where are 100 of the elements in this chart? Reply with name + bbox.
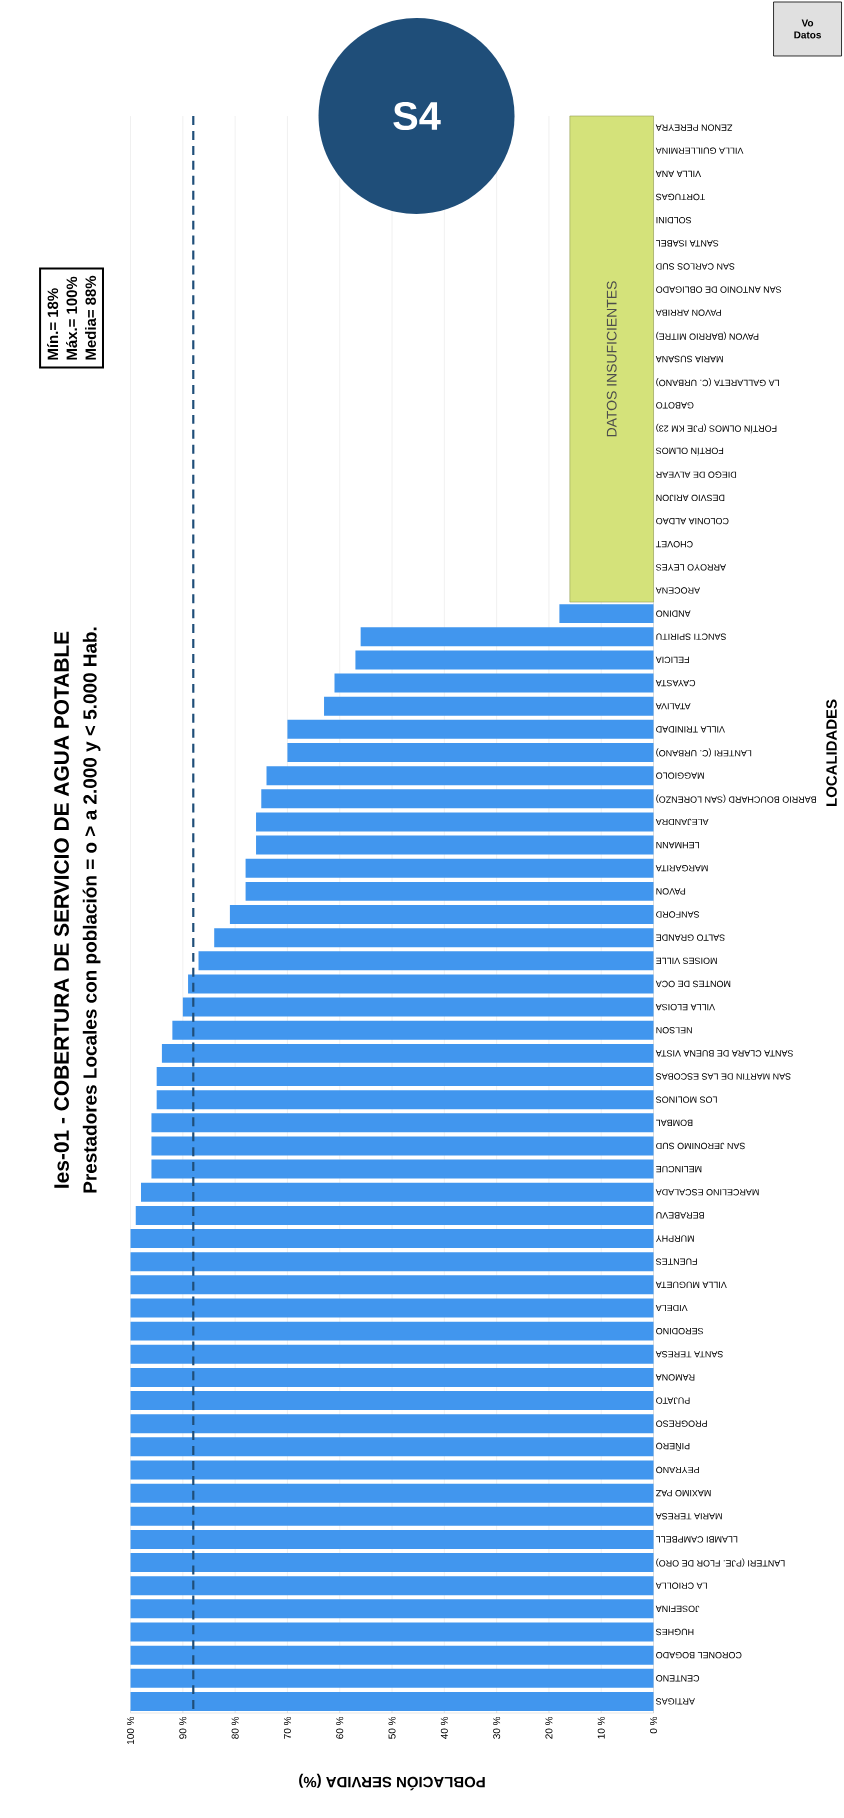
- bar: [334, 673, 654, 693]
- bar: [183, 997, 654, 1017]
- bar: [266, 766, 654, 786]
- y-tick-label: VILLA ELOISA: [655, 1003, 716, 1011]
- bar: [135, 1205, 654, 1225]
- bar: [188, 974, 654, 994]
- bar: [559, 604, 654, 624]
- bar: [261, 789, 654, 809]
- y-tick-label: JOSEFINA: [655, 1605, 700, 1613]
- y-tick-label: VIDELA: [655, 1304, 688, 1312]
- y-tick-label: SANTA ISABEL: [656, 240, 719, 247]
- y-tick-label: MURPHY: [656, 1235, 695, 1242]
- bar: [130, 1414, 654, 1434]
- bar: [355, 650, 654, 670]
- y-axis-title: LOCALIDADES: [826, 699, 838, 806]
- bar: [130, 1344, 654, 1364]
- y-tick-label: RAMONA: [655, 1374, 695, 1381]
- bar: [130, 1529, 654, 1549]
- y-tick-label: LLAMBI CAMPBELL: [656, 1536, 738, 1543]
- bar: [130, 1506, 654, 1526]
- y-tick-label: PIÑERO: [656, 1442, 690, 1451]
- bar: [214, 928, 654, 948]
- text: Mín.= 18%: [47, 288, 59, 360]
- y-tick-label: COLONIA ALDAO: [656, 517, 729, 525]
- x-tick-label: 0 %: [650, 1716, 658, 1734]
- y-tick-label: ATALIVA: [655, 703, 691, 710]
- y-tick-label: ARTIGAS: [656, 1698, 696, 1705]
- x-tick-label: 60 %: [336, 1716, 344, 1739]
- y-tick-label: SAN CARLOS SUD: [656, 263, 735, 270]
- y-tick-label: SANTA TERESA: [655, 1351, 724, 1358]
- x-tick-label: 70 %: [284, 1716, 292, 1739]
- y-tick-label: MARGARITA: [655, 865, 708, 872]
- y-tick-label: PAVON ARRIBA: [655, 309, 722, 316]
- y-tick-label: SANTA CLARA DE BUENA VISTA: [655, 1050, 794, 1057]
- bar: [130, 1668, 654, 1688]
- bar: [151, 1136, 654, 1156]
- text: Vo: [801, 19, 814, 27]
- bar: [198, 951, 654, 971]
- y-tick-label: ALEJANDRA: [655, 818, 709, 826]
- x-tick-label: 20 %: [545, 1716, 553, 1739]
- y-tick-label: MAGGIOLO: [656, 772, 705, 779]
- bar: [130, 1391, 654, 1411]
- y-tick-label: HUGHES: [656, 1628, 694, 1636]
- y-tick-label: CHOVET: [656, 541, 693, 548]
- x-tick-label: 10 %: [597, 1716, 605, 1739]
- y-tick-label: LANTERI (PJE. FLOR DE ORO): [656, 1558, 785, 1567]
- y-tick-label: NELSON: [656, 1027, 693, 1034]
- y-tick-label: ARROYO LEYES: [656, 564, 727, 571]
- x-tick-label: 40 %: [441, 1716, 449, 1740]
- bar: [324, 696, 654, 716]
- bar: [130, 1460, 654, 1480]
- y-tick-label: FORTÍN OLMOS (PJE KM 23): [656, 423, 777, 434]
- text: Máx.= 100%: [66, 276, 78, 360]
- y-tick-label: FUENTES: [656, 1258, 698, 1265]
- bar: [172, 1020, 654, 1040]
- bar: [287, 743, 654, 762]
- x-axis-title: POBLACIÓN SERVIDA (%): [299, 1773, 485, 1791]
- annotation: S4: [393, 101, 441, 131]
- y-tick-label: AROCENA: [655, 587, 701, 594]
- y-tick-label: BERABEVU: [656, 1212, 705, 1219]
- bar: [156, 1090, 654, 1110]
- text: Ies-01 - COBERTURA DE SERVICIO DE AGUA POTABLE: [54, 631, 70, 1188]
- y-tick-label: DESVIO ARIJON: [656, 494, 725, 502]
- y-tick-label: BOMBAL: [656, 1119, 693, 1126]
- y-tick-label: CENTENO: [656, 1675, 700, 1682]
- y-tick-label: ANDINO: [656, 610, 691, 617]
- x-tick-label: 80 %: [231, 1716, 239, 1739]
- bar: [130, 1437, 654, 1457]
- y-tick-label: LA CRIOLLA: [655, 1582, 708, 1589]
- bar: [130, 1599, 654, 1619]
- y-tick-label: PUJATO: [656, 1397, 690, 1404]
- y-tick-label: FELICIA: [655, 656, 690, 664]
- y-tick-label: SANCTI SPIRITU: [656, 633, 727, 640]
- bar: [256, 835, 654, 855]
- y-tick-label: MOISES VILLE: [656, 957, 718, 964]
- bar: [156, 1067, 654, 1087]
- text: Datos: [794, 31, 822, 39]
- y-tick-label: SALTO GRANDE: [656, 934, 725, 941]
- y-tick-label: GABOTO: [656, 402, 694, 409]
- y-tick-label: PAVON (BARRIO MITRE): [656, 331, 759, 341]
- bar: [130, 1275, 654, 1295]
- y-tick-label: VILLA GUILLERMINA: [655, 147, 744, 154]
- y-tick-label: MARIA TERESA: [655, 1513, 722, 1520]
- y-tick-label: ZENON PEREYRA: [655, 124, 733, 131]
- x-tick-label: 90 %: [179, 1716, 187, 1739]
- y-tick-label: PROGRESO: [656, 1420, 708, 1427]
- bar: [130, 1483, 654, 1503]
- y-tick-label: MONTES DE OCA: [655, 980, 731, 988]
- text: Prestadores Locales con población = o > a 2.000 y < 5.000 Hab.: [82, 627, 101, 1193]
- bar: [130, 1321, 654, 1341]
- y-tick-label: SAN JERONIMO SUD: [656, 1142, 746, 1150]
- y-tick-label: SERODINO: [656, 1327, 704, 1335]
- bar: [230, 905, 654, 925]
- bar: [162, 1043, 654, 1063]
- y-tick-label: VILLA ANA: [655, 170, 702, 177]
- bar: [151, 1113, 654, 1133]
- y-tick-label: FORTÍN OLMOS: [656, 447, 724, 456]
- y-tick-label: LOS MOLINOS: [656, 1096, 718, 1103]
- annotation: DATOS INSUFICIENTES: [606, 281, 617, 437]
- bar: [245, 881, 654, 901]
